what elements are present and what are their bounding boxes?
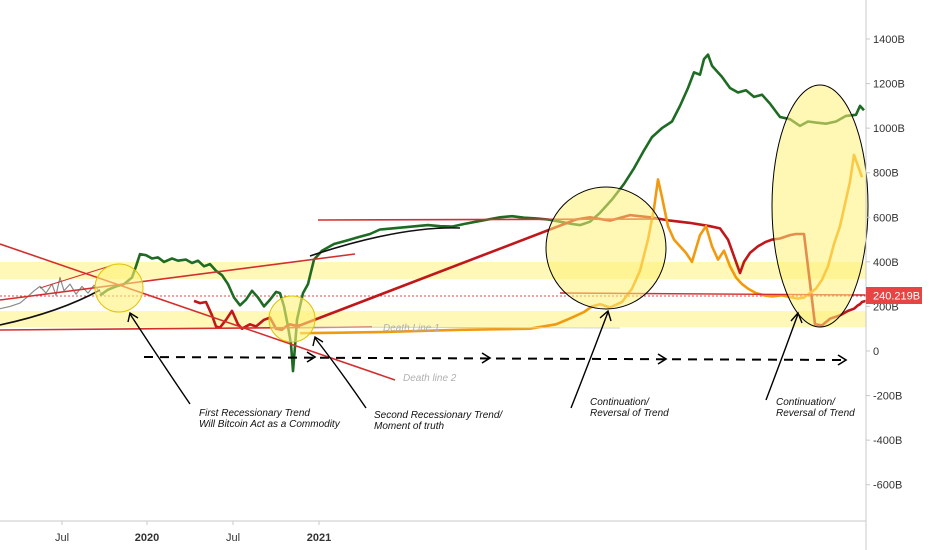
dashed-projection-line <box>143 356 847 361</box>
annotation-text-third-line-2: Reversal of Trend <box>590 408 669 419</box>
annotation-text-fourth-line-2: Reversal of Trend <box>776 408 855 419</box>
current-value-label: 240.219B <box>873 291 920 303</box>
annotation-arrow-second <box>314 337 367 409</box>
green-series-line <box>99 53 865 373</box>
annotation-arrow-first <box>129 313 191 405</box>
annotation-arrow-fourth <box>765 313 799 401</box>
y-tick-label: 1400B <box>873 34 905 46</box>
y-tick-label: 400B <box>873 257 899 269</box>
highlight-circle-first <box>94 263 144 313</box>
y-axis-ticks: 1400B 1200B 1000B 800B 600B 400B 200B 0 -200B -40… <box>866 34 905 492</box>
x-tick-label: 2021 <box>307 532 331 544</box>
projection-arrowhead-1 <box>306 351 317 363</box>
projection-arrowhead-4 <box>837 354 848 366</box>
current-value-tag: 240.219B <box>866 287 922 304</box>
annotation-arrowhead-fourth <box>790 311 803 324</box>
gray-series-line <box>0 276 105 310</box>
annotation-text-fourth-line-1: Continuation/ <box>776 397 836 408</box>
annotation-arrowhead-first <box>127 311 139 323</box>
annotation-arrowhead-second <box>312 335 324 347</box>
annotation-text-second-line-1: Second Recessionary Trend/ <box>374 410 503 421</box>
current-value-tag-bg <box>866 287 922 304</box>
parabolic-curve-left <box>0 289 101 326</box>
highlight-circle-second <box>268 295 316 343</box>
x-tick-label: 2020 <box>135 532 159 544</box>
highlight-ellipse-continuation-2 <box>771 84 869 328</box>
trend-line-rising <box>0 253 356 301</box>
y-tick-label: 0 <box>873 346 879 358</box>
highlight-zones <box>94 84 869 343</box>
projection-arrows <box>143 351 848 366</box>
y-tick-label: 600B <box>873 212 899 224</box>
y-tick-label: 800B <box>873 168 899 180</box>
annotation-text-first-line-1: First Recessionary Trend <box>199 408 310 419</box>
x-axis-ticks: Jul 2020 Jul 2021 <box>55 521 331 544</box>
highlight-circle-continuation-1 <box>545 186 667 310</box>
annotation-text-first-line-2: Will Bitcoin Act as a Commodity <box>199 419 341 430</box>
death-line-2-label: Death line 2 <box>403 373 457 384</box>
projection-arrowhead-3 <box>657 353 668 365</box>
trend-line-rising-thin <box>39 265 111 289</box>
lower-yellow-band <box>0 311 866 327</box>
y-tick-label: -200B <box>873 391 902 403</box>
x-tick-label: Jul <box>55 532 69 544</box>
annotation-text-second-line-2: Moment of truth <box>374 421 444 432</box>
y-tick-label: 1200B <box>873 79 905 91</box>
projection-arrowhead-2 <box>481 352 492 364</box>
death-line-1-label: Death Line 1 <box>383 323 440 334</box>
parabolic-curve-mid <box>309 227 461 257</box>
annotation-text-third-line-1: Continuation/ <box>590 397 650 408</box>
y-tick-label: -600B <box>873 480 902 492</box>
annotation-arrows <box>127 309 803 409</box>
y-tick-label: 1000B <box>873 123 905 135</box>
annotation-arrowhead-third <box>599 309 612 322</box>
y-tick-label: -400B <box>873 435 902 447</box>
y-tick-label: 200B <box>873 301 899 313</box>
x-tick-label: Jul <box>226 532 240 544</box>
faint-line-death-1 <box>299 326 621 329</box>
annotation-arrow-third <box>570 311 609 409</box>
